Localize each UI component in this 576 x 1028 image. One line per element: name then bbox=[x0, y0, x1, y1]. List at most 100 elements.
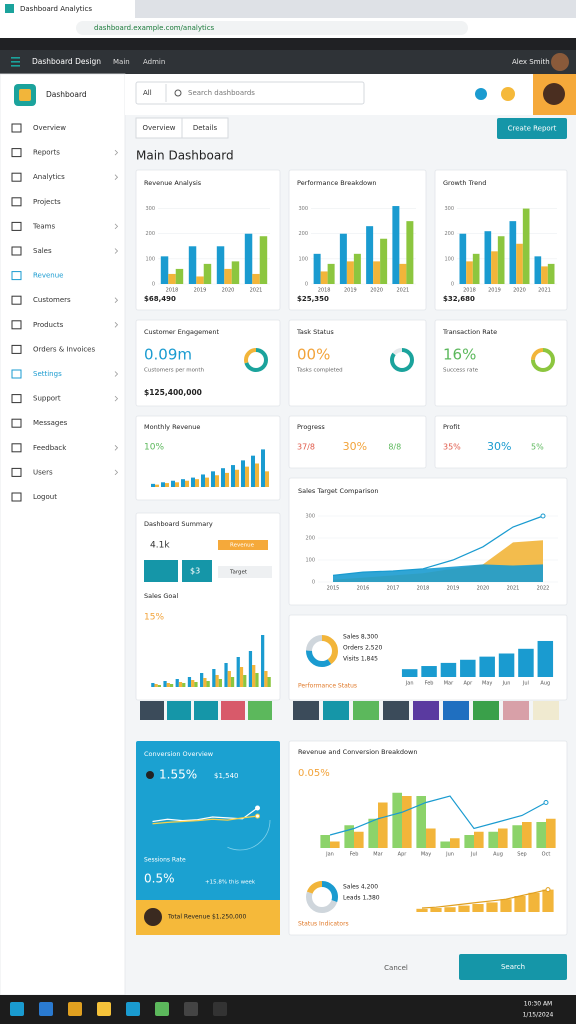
thumbnail[interactable] bbox=[473, 701, 499, 720]
bar bbox=[161, 482, 165, 487]
bar bbox=[313, 253, 321, 284]
thumbnail[interactable] bbox=[353, 701, 379, 720]
toolbar-tab-label[interactable]: Details bbox=[193, 124, 218, 132]
taskbar-icon[interactable] bbox=[155, 1002, 169, 1016]
gauge-arc bbox=[209, 789, 271, 851]
thumbnail[interactable] bbox=[323, 701, 349, 720]
nav-icon bbox=[11, 246, 22, 256]
user-avatar[interactable] bbox=[551, 53, 569, 71]
line bbox=[421, 889, 549, 909]
nav-item[interactable]: Products bbox=[33, 321, 64, 329]
browser-tab[interactable] bbox=[0, 0, 135, 18]
search-button[interactable] bbox=[459, 954, 567, 980]
nav-item[interactable]: Analytics bbox=[33, 173, 65, 181]
nav-icon bbox=[11, 271, 22, 281]
legend-entry: Orders 2,520 bbox=[343, 645, 382, 652]
nav-item[interactable]: Revenue bbox=[33, 272, 64, 280]
bar bbox=[166, 683, 170, 687]
nav-item[interactable]: Projects bbox=[33, 198, 61, 206]
taskbar-icon[interactable] bbox=[126, 1002, 140, 1016]
bar bbox=[175, 679, 179, 687]
thumbnail[interactable] bbox=[248, 701, 272, 720]
bar bbox=[458, 905, 470, 912]
nav-item[interactable]: Reports bbox=[33, 149, 60, 157]
thumbnail[interactable] bbox=[533, 701, 559, 720]
thumbnail[interactable] bbox=[194, 701, 218, 720]
x-tick-label: Sep bbox=[517, 852, 526, 858]
thumbnail[interactable] bbox=[443, 701, 469, 720]
profile-avatar[interactable] bbox=[543, 83, 565, 105]
taskbar-icon[interactable] bbox=[68, 1002, 82, 1016]
search-button-label[interactable]: Search bbox=[501, 963, 525, 971]
taskbar-icon[interactable] bbox=[184, 1002, 198, 1016]
bar bbox=[339, 233, 347, 284]
nav-item[interactable]: Users bbox=[33, 468, 53, 476]
nav-item[interactable]: Overview bbox=[33, 124, 66, 132]
nav-item[interactable]: Feedback bbox=[33, 444, 67, 452]
thumbnail[interactable] bbox=[503, 701, 529, 720]
alert-icon[interactable] bbox=[501, 87, 515, 101]
thumbnail[interactable] bbox=[413, 701, 439, 720]
x-tick-label: Mar bbox=[444, 681, 454, 687]
taskbar-icon[interactable] bbox=[39, 1002, 53, 1016]
chevron bbox=[114, 469, 119, 476]
stat-amount: $1,540 bbox=[214, 772, 239, 780]
nav-icon bbox=[11, 148, 22, 158]
bar bbox=[518, 648, 534, 677]
line bbox=[152, 815, 258, 825]
bar bbox=[231, 465, 235, 487]
thumbnail[interactable] bbox=[383, 701, 409, 720]
create-button-label[interactable]: Create Report bbox=[508, 125, 557, 133]
notification-icon[interactable] bbox=[475, 88, 487, 100]
cancel-link[interactable]: Cancel bbox=[384, 964, 408, 972]
mini-value: 30% bbox=[487, 440, 511, 453]
bar bbox=[252, 665, 256, 687]
thumbnail[interactable] bbox=[221, 701, 245, 720]
bar bbox=[466, 261, 473, 284]
nav-item[interactable]: Orders & Invoices bbox=[33, 345, 95, 353]
nav-item[interactable]: Customers bbox=[33, 296, 71, 304]
toolbar-tab[interactable] bbox=[181, 117, 229, 139]
nav-item[interactable]: Teams bbox=[32, 222, 56, 230]
create-button[interactable] bbox=[497, 118, 567, 139]
thumbnail[interactable] bbox=[140, 701, 164, 720]
bar bbox=[157, 685, 161, 687]
x-tick-label: 2019 bbox=[488, 288, 501, 294]
bar bbox=[212, 669, 216, 687]
thumbnail[interactable] bbox=[293, 701, 319, 720]
taskbar-icon[interactable] bbox=[97, 1002, 111, 1016]
app-menu[interactable]: Main bbox=[113, 58, 130, 66]
nav-item[interactable]: Sales bbox=[33, 247, 52, 255]
y-tick-label: 200 bbox=[305, 536, 315, 542]
toolbar-tab-label[interactable]: Overview bbox=[143, 124, 176, 132]
nav-item[interactable]: Support bbox=[33, 395, 61, 403]
stat-value: 0.5% bbox=[144, 872, 175, 886]
bar bbox=[221, 468, 225, 487]
bar bbox=[406, 221, 414, 284]
chevron bbox=[114, 395, 119, 402]
stat-value: 15% bbox=[144, 613, 164, 623]
bar bbox=[175, 482, 179, 487]
area bbox=[333, 564, 543, 582]
bar bbox=[401, 669, 418, 677]
nav-item[interactable]: Logout bbox=[33, 493, 57, 501]
nav-icon bbox=[11, 344, 22, 354]
card-title: Transaction Rate bbox=[442, 328, 497, 336]
bar bbox=[195, 479, 199, 487]
donut-segment bbox=[390, 348, 414, 372]
thumbnail[interactable] bbox=[167, 701, 191, 720]
x-tick-label: 2019 bbox=[447, 586, 460, 592]
nav-item[interactable]: Messages bbox=[33, 419, 68, 427]
taskbar-icon[interactable] bbox=[10, 1002, 24, 1016]
bar bbox=[248, 651, 253, 687]
bar bbox=[353, 253, 361, 284]
nav-item[interactable]: Settings bbox=[33, 370, 62, 378]
taskbar-icon[interactable] bbox=[213, 1002, 227, 1016]
nav-icon bbox=[11, 418, 22, 428]
nav-icon bbox=[11, 221, 22, 231]
card-title: Monthly Revenue bbox=[144, 423, 200, 431]
app-menu[interactable]: Admin bbox=[143, 58, 165, 66]
search-box[interactable] bbox=[135, 81, 365, 105]
bar bbox=[230, 677, 235, 687]
address-bar[interactable] bbox=[76, 21, 468, 35]
